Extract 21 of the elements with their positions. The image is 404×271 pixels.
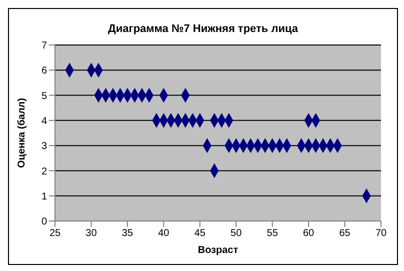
x-tick-label: 25 xyxy=(49,228,61,240)
x-tick-label: 70 xyxy=(375,228,387,240)
y-tick-label: 0 xyxy=(41,216,48,228)
x-tick-label: 55 xyxy=(266,228,278,240)
y-tick-label: 2 xyxy=(41,166,48,178)
x-tick-label: 40 xyxy=(158,228,170,240)
y-tick-label: 3 xyxy=(41,141,48,152)
y-axis-title: Оценка (балл) xyxy=(16,98,28,168)
x-tick-label: 35 xyxy=(122,228,134,240)
x-tick-label: 45 xyxy=(194,228,206,240)
x-tick-label: 60 xyxy=(302,228,315,240)
x-tick-label: 65 xyxy=(339,228,351,240)
x-tick-label: 30 xyxy=(86,228,98,240)
chart-title: Диаграмма №7 Нижняя треть лица xyxy=(107,23,299,35)
x-tick-label: 50 xyxy=(230,228,242,240)
y-tick-label: 6 xyxy=(41,66,48,77)
y-tick-label: 4 xyxy=(41,116,48,127)
y-tick-label: 7 xyxy=(41,40,48,52)
x-axis-title: Возраст xyxy=(198,245,238,256)
y-tick-label: 5 xyxy=(41,90,48,102)
y-tick-label: 1 xyxy=(41,191,48,202)
